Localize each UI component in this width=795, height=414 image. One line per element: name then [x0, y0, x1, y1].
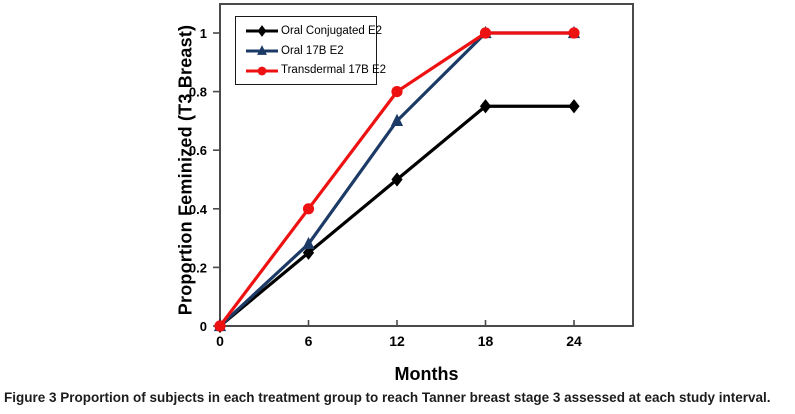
legend-item-transdermal-17b-e2: Transdermal 17B E2	[244, 60, 386, 80]
legend-item-oral-conjugated-e2: Oral Conjugated E2	[244, 21, 382, 41]
y-tick-label: 0.6	[189, 143, 207, 158]
caption-text: Proportion of subjects in each treatment…	[60, 390, 771, 405]
y-tick-label: 0.4	[189, 202, 208, 217]
circle-marker-icon	[214, 320, 226, 332]
diamond-marker-icon	[479, 99, 492, 114]
circle-marker-icon	[568, 27, 580, 39]
data-series-0	[214, 99, 580, 334]
series-line	[218, 104, 574, 328]
x-tick-label: 12	[389, 333, 405, 349]
x-tick-label: 24	[566, 333, 582, 349]
diamond-marker-icon	[302, 245, 315, 260]
legend-label: Oral 17B E2	[281, 44, 344, 57]
legend-item-oral-17b-e2: Oral 17B E2	[244, 41, 370, 61]
chart-legend: Oral Conjugated E2 Oral 17B E2 Transderm…	[235, 16, 386, 85]
y-tick-label: 0.2	[189, 260, 207, 275]
diamond-marker-icon	[257, 25, 267, 38]
diamond-marker-icon	[568, 99, 580, 114]
x-axis-title: Months	[394, 364, 459, 384]
x-tick-label: 0	[216, 333, 224, 349]
circle-marker-icon	[257, 66, 267, 76]
caption-label: Figure 3	[4, 390, 57, 405]
circle-marker-icon	[246, 66, 278, 76]
legend-label: Oral Conjugated E2	[281, 24, 383, 37]
triangle-marker-icon	[246, 45, 278, 55]
y-tick-label: 1	[200, 26, 207, 41]
diamond-marker-icon	[246, 25, 278, 38]
legend-label: Transdermal 17B E2	[281, 64, 387, 77]
plot-frame	[219, 3, 634, 327]
figure-caption: Figure 3 Proportion of subjects in each …	[4, 390, 784, 405]
triangle-marker-icon	[390, 113, 404, 126]
circle-marker-icon	[479, 27, 492, 39]
data-series-2	[214, 27, 580, 332]
y-axis-title-text: Proportion Feminized (T3 Breast)	[175, 24, 196, 316]
triangle-marker-icon	[302, 236, 315, 250]
x-tick-label: 18	[478, 333, 494, 349]
circle-marker-icon	[302, 203, 315, 215]
circle-marker-icon	[391, 86, 403, 98]
triangle-marker-icon	[257, 45, 267, 55]
x-tick-label: 6	[305, 333, 313, 349]
diamond-marker-icon	[391, 172, 403, 187]
y-tick-label: 0.8	[189, 85, 207, 100]
y-tick-label: 0	[200, 319, 207, 334]
